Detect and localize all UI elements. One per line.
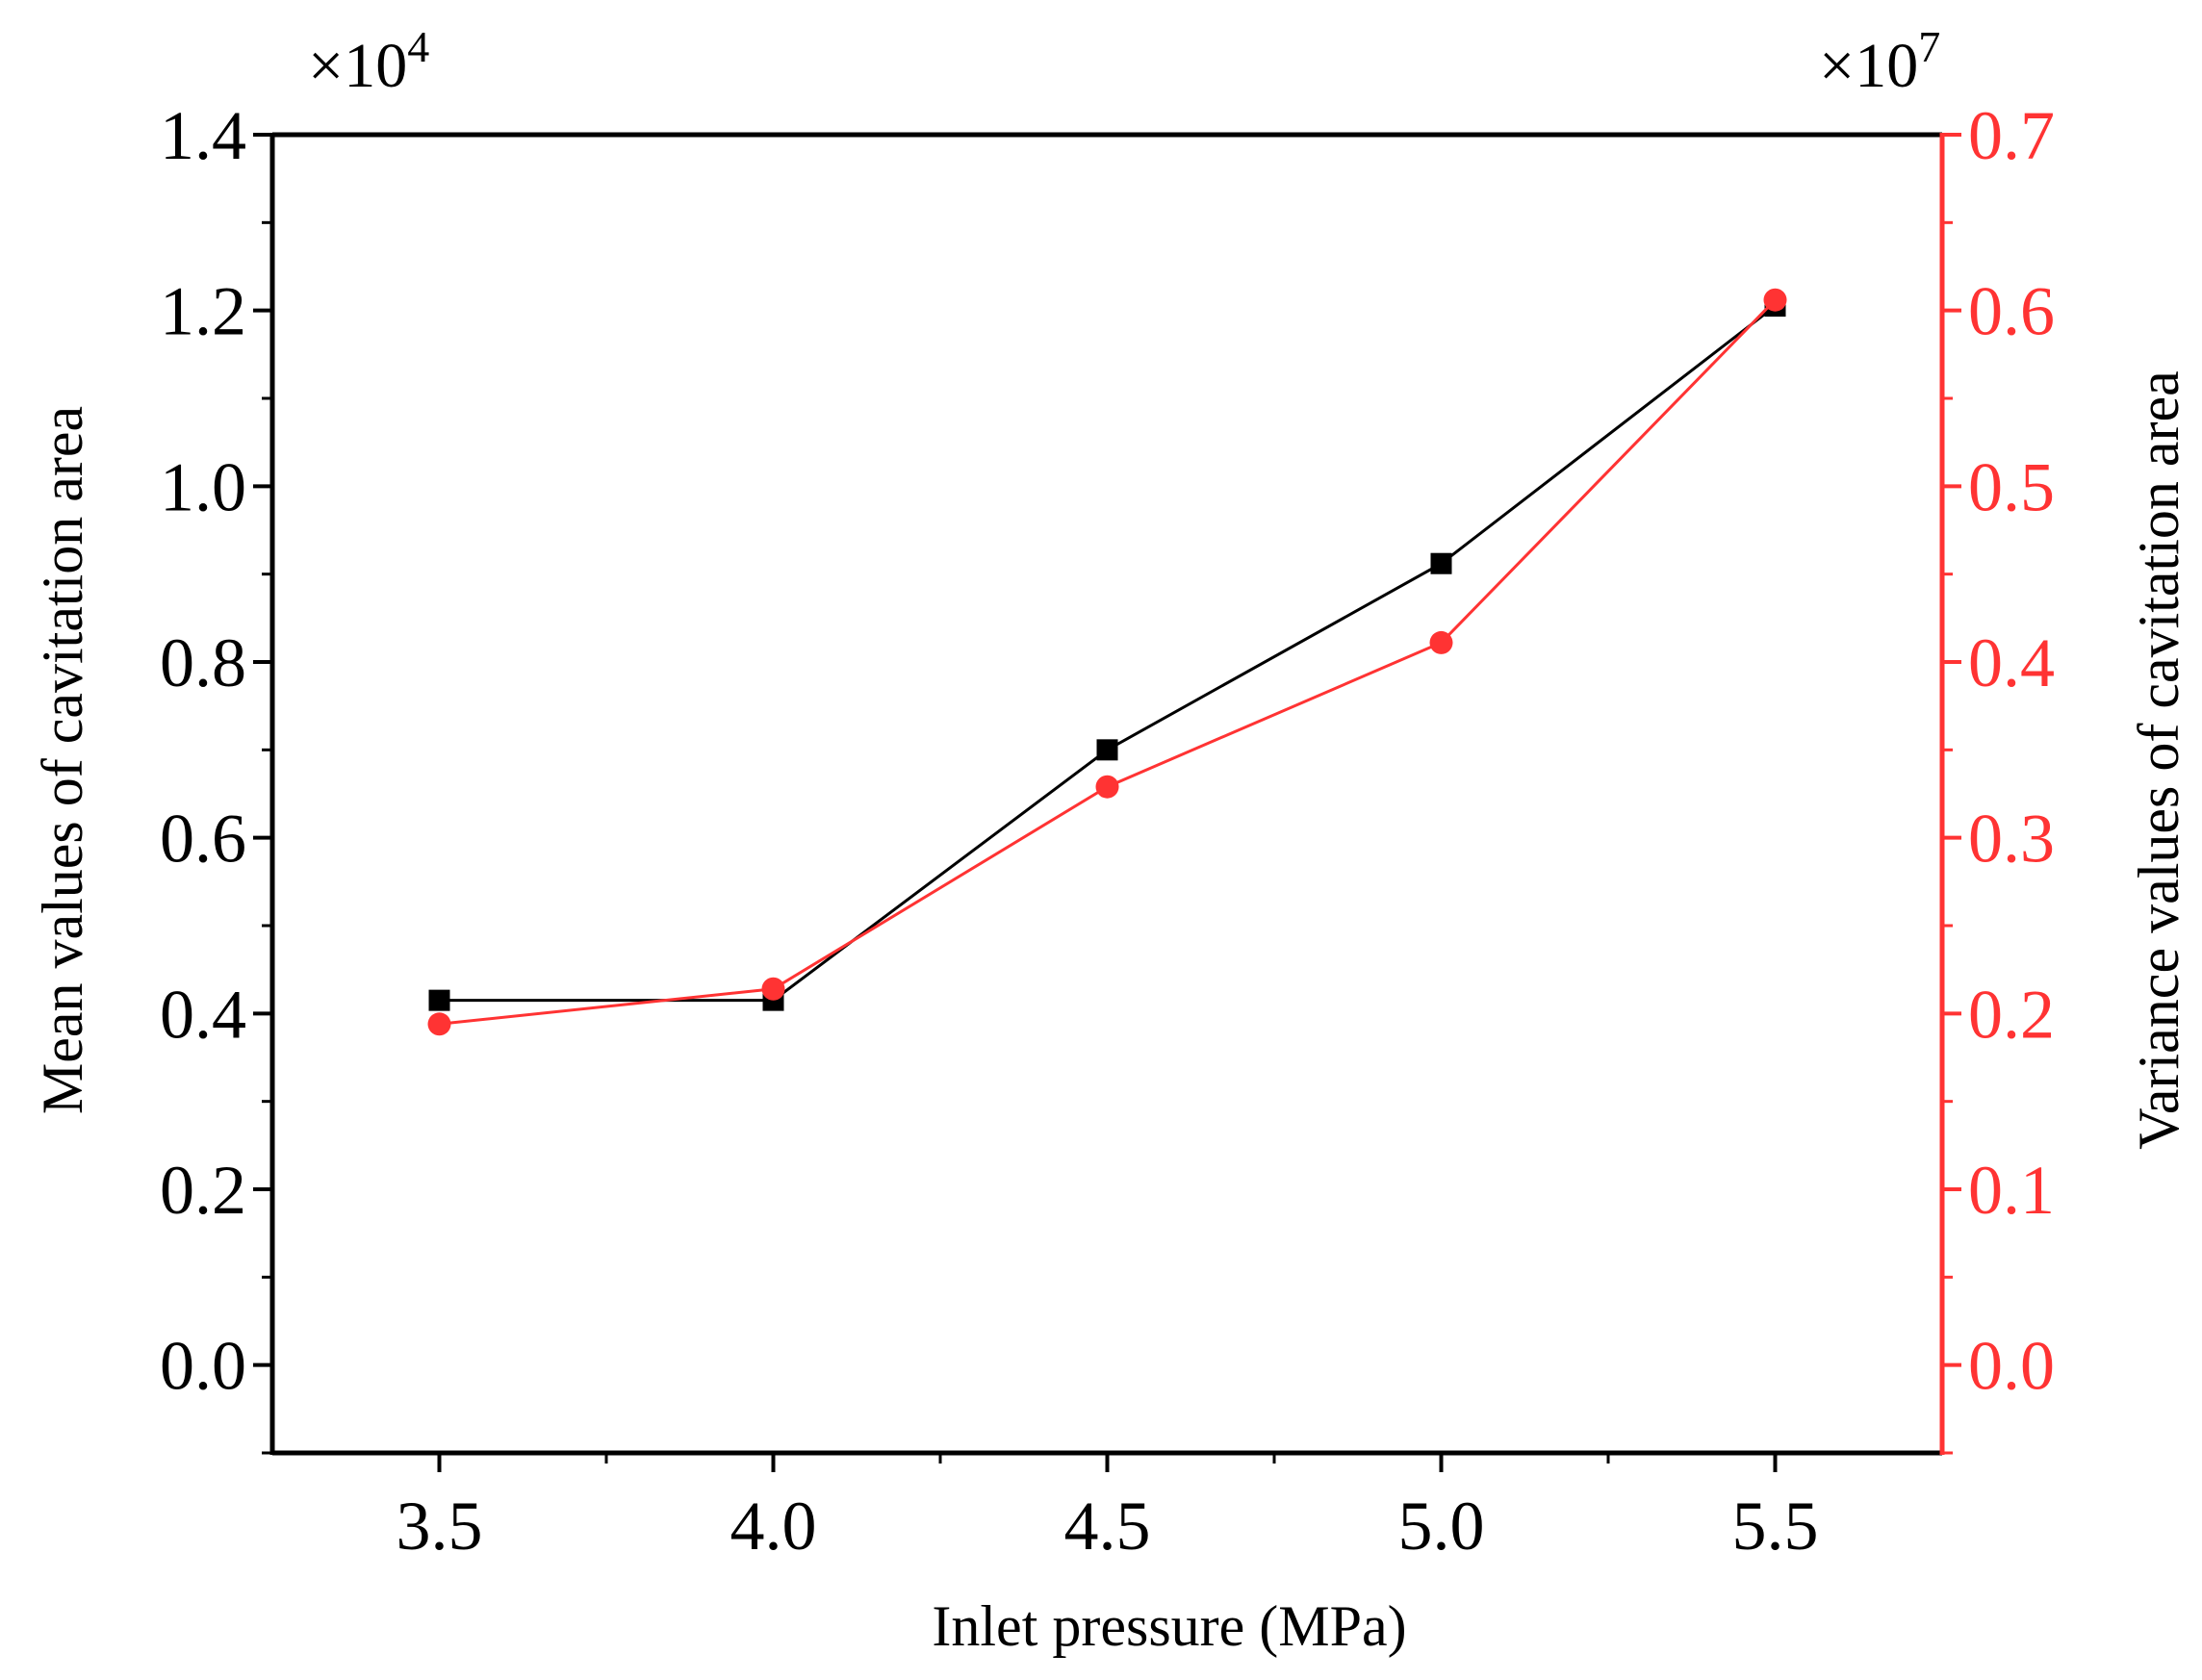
data-point-mean: [1096, 739, 1118, 761]
y-right-tick-label: 0.7: [1968, 97, 2055, 174]
data-point-mean: [1430, 552, 1452, 574]
series-line-variance: [439, 298, 1777, 1026]
y-left-multiplier-base: ×10: [308, 31, 407, 101]
axes: 3.5 4.0 4.5 5.0 5.5 0.0 0.2 0.4 0.6 0.8 1.0 1.2 1.4 0…: [160, 97, 2055, 1565]
y-left-tick-label: 1.0: [160, 448, 246, 525]
data-point-mean: [428, 989, 450, 1011]
y-left-tick-label: 1.2: [160, 273, 246, 350]
y-left-multiplier-exp: 4: [407, 22, 429, 71]
y-left-tick-label: 0.6: [160, 801, 246, 878]
data-point-variance: [1763, 288, 1787, 312]
y-left-axis-title: Mean values of cavitation area: [31, 406, 94, 1114]
y-left-tick-label: 1.4: [160, 97, 246, 174]
y-right-tick-label: 0.2: [1968, 976, 2055, 1053]
y-right-tick-label: 0.1: [1968, 1152, 2055, 1229]
y-left-tick-label: 0.8: [160, 624, 246, 701]
y-right-tick-label: 0.3: [1968, 801, 2055, 878]
x-axis-title: Inlet pressure (MPa): [932, 1594, 1406, 1658]
y-right-multiplier-exp: 7: [1918, 22, 1940, 71]
y-right-axis-title: Variance values of cavitation area: [2127, 370, 2190, 1150]
y-left-multiplier: ×104: [308, 22, 429, 101]
data-point-variance: [761, 977, 785, 1001]
y-left-tick-label: 0.2: [160, 1152, 246, 1229]
labels: Inlet pressure (MPa) Mean values of cavi…: [31, 22, 2190, 1658]
y-right-tick-label: 0.5: [1968, 448, 2055, 525]
y-right-multiplier-base: ×10: [1819, 31, 1918, 101]
x-tick-label: 5.5: [1732, 1488, 1819, 1565]
series-line-mean: [439, 304, 1777, 1003]
y-right-multiplier: ×107: [1819, 22, 1940, 101]
x-tick-label: 5.0: [1398, 1488, 1485, 1565]
series-layer: [427, 288, 1787, 1036]
x-tick-label: 3.5: [397, 1488, 483, 1565]
x-tick-label: 4.5: [1064, 1488, 1151, 1565]
data-point-variance: [1429, 630, 1453, 654]
y-left-tick-label: 0.0: [160, 1328, 246, 1405]
x-tick-label: 4.0: [730, 1488, 817, 1565]
data-point-variance: [1095, 775, 1119, 799]
data-point-variance: [427, 1012, 451, 1036]
y-right-tick-label: 0.0: [1968, 1328, 2055, 1405]
y-left-tick-label: 0.4: [160, 976, 246, 1053]
y-right-tick-label: 0.4: [1968, 624, 2055, 701]
y-right-tick-label: 0.6: [1968, 273, 2055, 350]
